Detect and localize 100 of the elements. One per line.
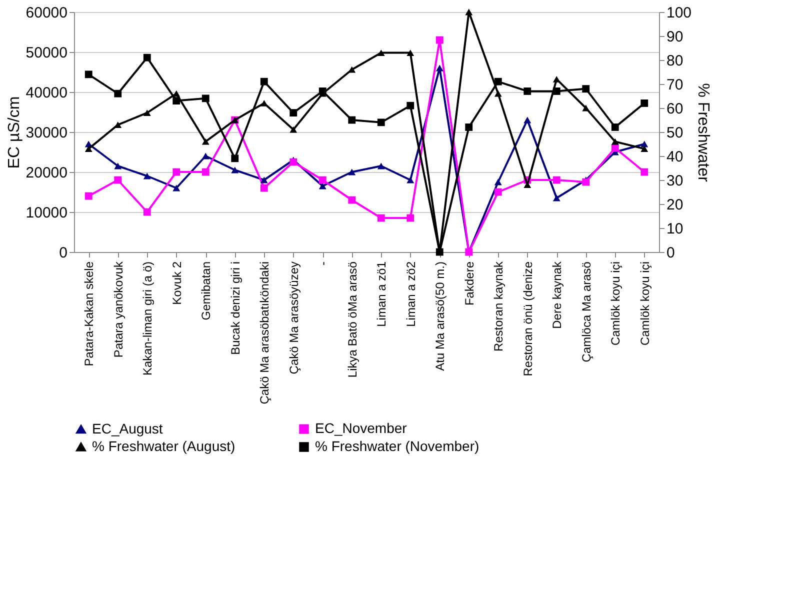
x-tick-label: Restoran önü (denize xyxy=(520,261,535,376)
point xyxy=(318,182,326,190)
point xyxy=(377,50,385,56)
point xyxy=(260,176,268,184)
y2-tick-label: 100 xyxy=(666,4,692,22)
point xyxy=(582,178,590,186)
point xyxy=(260,184,268,192)
point xyxy=(143,208,151,216)
point xyxy=(114,90,122,98)
point xyxy=(611,123,619,131)
x-tick-label: Çakö Ma arasöbatıköndaki xyxy=(258,262,272,404)
legend-label: % Freshwater (August) xyxy=(92,438,236,454)
point xyxy=(582,104,590,112)
point xyxy=(202,94,210,102)
y2-tick-label: 90 xyxy=(666,28,684,46)
x-tick-label: Camlök koyu içi xyxy=(608,262,623,346)
point xyxy=(494,188,502,196)
point xyxy=(114,122,122,128)
point xyxy=(84,192,92,200)
point xyxy=(552,176,560,184)
point xyxy=(552,76,560,82)
legend-label: EC_August xyxy=(92,420,163,436)
x-tick-label: Dere kaynak xyxy=(550,260,564,329)
y2-axis-title: % Freshwater xyxy=(694,83,712,183)
point xyxy=(172,184,180,192)
point xyxy=(611,138,619,145)
point xyxy=(406,214,414,222)
point xyxy=(465,123,473,131)
x-tick-label: Bucak denizi giri i xyxy=(228,262,242,355)
y2-tick-label: 50 xyxy=(666,124,684,142)
x-tick-label: Liman a zö1 xyxy=(374,261,389,327)
x-tick-label: - xyxy=(316,262,330,266)
point xyxy=(172,97,180,105)
point xyxy=(202,152,210,160)
point xyxy=(290,109,298,117)
point xyxy=(494,90,502,97)
point xyxy=(494,78,502,86)
point xyxy=(640,99,648,107)
y-tick-label: 60000 xyxy=(26,4,68,22)
point xyxy=(582,85,590,93)
point xyxy=(524,87,532,95)
x-tick-label: Likya Batö öMa arasö xyxy=(345,261,360,378)
point xyxy=(640,146,648,152)
y2-tick-label: 0 xyxy=(666,244,675,262)
y-tick-label: 20000 xyxy=(26,164,68,182)
point xyxy=(290,126,298,133)
point xyxy=(552,87,560,95)
x-tick-label: Restoran kaynak xyxy=(492,260,506,352)
y-tick-label: 40000 xyxy=(26,84,68,102)
y2-tick-label: 20 xyxy=(666,196,684,214)
y-tick-label: 10000 xyxy=(26,204,68,222)
y-axis-title: EC µS/cm xyxy=(6,96,23,169)
point xyxy=(465,8,473,16)
point xyxy=(377,118,385,126)
y2-tick-label: 40 xyxy=(666,148,684,166)
y-tick-label: 0 xyxy=(59,244,68,262)
y2-tick-label: 70 xyxy=(666,76,684,94)
x-tick-label: Camlök koyu içi xyxy=(638,262,652,346)
point xyxy=(348,168,356,176)
point xyxy=(436,64,444,72)
point xyxy=(84,146,92,152)
point xyxy=(260,100,268,106)
point xyxy=(552,194,560,202)
point xyxy=(290,158,298,166)
point xyxy=(318,176,326,184)
point xyxy=(143,110,151,116)
x-tick-label: Gemibatan xyxy=(199,262,214,320)
y-tick-label: 50000 xyxy=(26,44,68,62)
y-tick-label: 30000 xyxy=(26,124,68,142)
point xyxy=(377,214,385,222)
x-tick-label: Kovuk 2 xyxy=(170,261,184,305)
point xyxy=(406,50,414,56)
x-tick-label: Atu Ma arasö(50 m.) xyxy=(433,262,448,371)
legend-label: EC_November xyxy=(315,420,408,436)
point xyxy=(348,66,356,73)
point xyxy=(202,168,210,176)
x-tick-label: Fakdere xyxy=(462,261,476,306)
x-tick-label: Çakö Ma arasöyüzey xyxy=(286,262,301,374)
point xyxy=(260,78,268,86)
x-tick-label: Patara-Kakan skele xyxy=(82,261,96,366)
y2-tick-label: 30 xyxy=(666,172,684,190)
point xyxy=(318,87,326,95)
point xyxy=(143,54,151,62)
y2-tick-label: 60 xyxy=(666,100,684,118)
x-tick-label: Kakan-liman giri (a ö) xyxy=(140,262,155,376)
point xyxy=(406,102,414,110)
x-tick-label: Patara yanökovuk xyxy=(111,260,126,358)
point xyxy=(143,172,151,180)
point xyxy=(114,162,122,170)
point xyxy=(231,166,239,174)
point xyxy=(406,176,414,184)
point xyxy=(640,168,648,176)
point xyxy=(84,70,92,78)
point xyxy=(348,196,356,204)
x-tick-label: Çamlöca Ma arasö xyxy=(579,261,594,362)
x-tick-label: Liman a zö2 xyxy=(404,261,418,327)
point xyxy=(114,176,122,184)
point xyxy=(524,116,532,124)
point xyxy=(436,36,444,44)
point xyxy=(202,138,210,145)
